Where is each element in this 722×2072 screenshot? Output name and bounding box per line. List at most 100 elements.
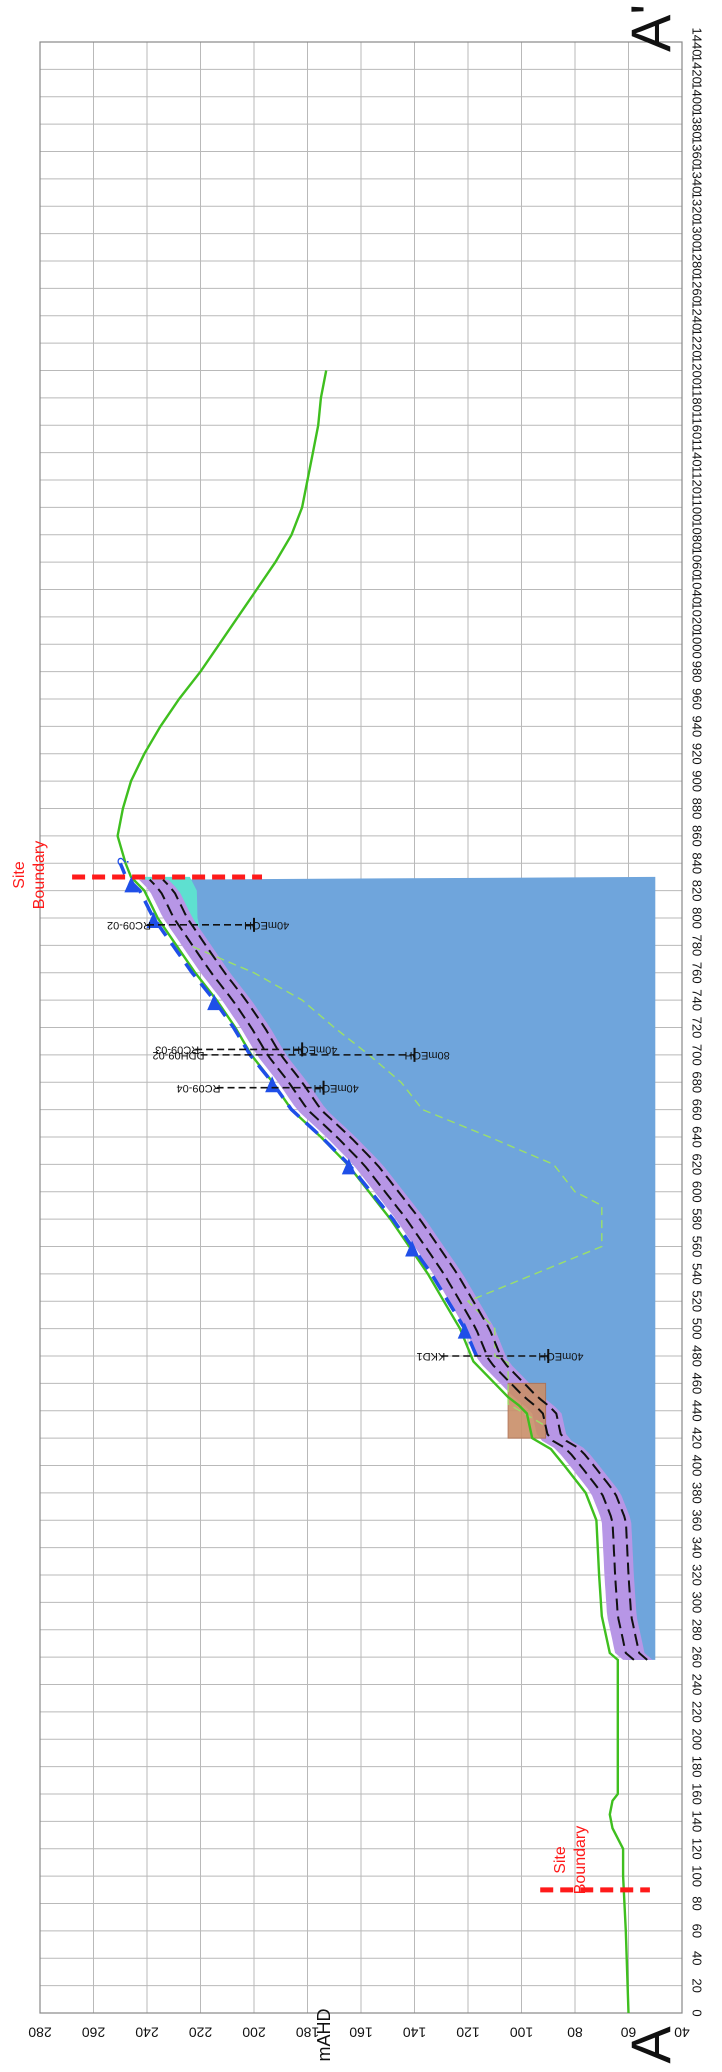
chainage-tick-label: 880 xyxy=(690,798,705,820)
elevation-axis-label: mAHD xyxy=(314,2009,334,2062)
drillhole-name: RC09-04 xyxy=(177,1082,221,1094)
chainage-tick-label: 1360 xyxy=(690,137,705,166)
chainage-tick-label: 1280 xyxy=(690,247,705,276)
drillhole-depth-label: 80mEOH xyxy=(404,1049,449,1061)
pit-outline xyxy=(189,944,603,1426)
chainage-tick-label: 620 xyxy=(690,1154,705,1176)
chainage-tick-label: 680 xyxy=(690,1071,705,1093)
chainage-tick-label: 980 xyxy=(690,661,705,683)
chainage-tick-label: 1220 xyxy=(690,329,705,358)
elevation-tick-label: 200 xyxy=(242,2024,266,2040)
site-boundary-label: Site xyxy=(11,861,28,889)
chainage-tick-label: 180 xyxy=(690,1756,705,1778)
chainage-tick-label: 0 xyxy=(690,2009,705,2016)
chainage-tick-label: 840 xyxy=(690,852,705,874)
contact-upper xyxy=(148,878,635,1661)
chainage-tick-label: 780 xyxy=(690,935,705,957)
chainage-tick-label: 920 xyxy=(690,743,705,765)
chainage-tick-label: 1180 xyxy=(690,384,705,412)
chainage-tick-label: 1320 xyxy=(690,192,705,221)
chainage-tick-label: 420 xyxy=(690,1427,705,1449)
elevation-tick-label: 40 xyxy=(674,2024,690,2040)
chainage-tick-label: 440 xyxy=(690,1400,705,1422)
drillhole-depth-label: 40mEOH xyxy=(292,1043,337,1055)
chainage-tick-label: 560 xyxy=(690,1236,705,1258)
chainage-tick-label: 740 xyxy=(690,989,705,1011)
direction-arrow xyxy=(207,994,222,1011)
chainage-tick-label: 1160 xyxy=(690,411,705,439)
chainage-tick-label: 20 xyxy=(690,1978,705,1992)
chainage-tick-label: 1200 xyxy=(690,356,705,385)
chainage-tick-label: 1400 xyxy=(690,82,705,111)
chainage-tick-label: 240 xyxy=(690,1674,705,1696)
direction-arrow xyxy=(146,912,161,928)
drillhole-name: RC09-03 xyxy=(155,1043,199,1055)
chainage-tick-label: 340 xyxy=(690,1537,705,1559)
section-start-label: A xyxy=(619,2026,682,2064)
chainage-tick-label: 1240 xyxy=(690,301,705,330)
elevation-tick-label: 220 xyxy=(189,2024,213,2040)
drillhole-depth-label: 40mEOH xyxy=(538,1350,583,1362)
chainage-tick-label: 460 xyxy=(690,1373,705,1395)
chainage-tick-label: 1140 xyxy=(690,439,705,467)
elevation-tick-label: 280 xyxy=(28,2024,52,2040)
chainage-tick-label: 280 xyxy=(690,1619,705,1641)
elevation-tick-label: 260 xyxy=(82,2024,106,2040)
chainage-tick-label: 160 xyxy=(690,1783,705,1805)
chainage-tick-label: 60 xyxy=(690,1924,705,1938)
drillhole-name: KKD1 xyxy=(417,1350,446,1362)
chainage-tick-label: 1080 xyxy=(690,520,705,549)
chainage-tick-label: 300 xyxy=(690,1592,705,1614)
chainage-tick-label: 700 xyxy=(690,1044,705,1066)
section-end-label: A' xyxy=(619,4,682,52)
chainage-tick-label: 760 xyxy=(690,962,705,984)
drillhole-depth-label: 40mEOH xyxy=(244,919,289,931)
elevation-tick-label: 140 xyxy=(403,2024,427,2040)
direction-arrow xyxy=(341,1158,356,1175)
chainage-tick-label: 120 xyxy=(690,1838,705,1860)
model-fills xyxy=(139,876,656,1660)
elevation-tick-label: 80 xyxy=(567,2024,583,2040)
chainage-tick-label: 1440 xyxy=(690,28,705,57)
direction-arrow xyxy=(124,876,139,893)
chainage-tick-label: 480 xyxy=(690,1345,705,1367)
chainage-tick-label: 660 xyxy=(690,1099,705,1121)
chainage-tick-label: 1120 xyxy=(690,466,705,494)
chainage-tick-label: 1100 xyxy=(690,493,705,521)
site-boundary-label: Boundary xyxy=(572,1826,589,1895)
chainage-tick-label: 800 xyxy=(690,907,705,929)
chainage-tick-label: 520 xyxy=(690,1290,705,1312)
chainage-tick-label: 380 xyxy=(690,1482,705,1504)
direction-arrow xyxy=(405,1240,420,1257)
interpreted-line xyxy=(118,862,479,1357)
elevation-tick-label: 120 xyxy=(456,2024,480,2040)
chainage-tick-label: 80 xyxy=(690,1896,705,1910)
site-boundary-label: Boundary xyxy=(31,841,48,910)
site-boundary-label: Site xyxy=(552,1846,569,1874)
query-mark: ? xyxy=(115,857,132,866)
elevation-tick-label: 180 xyxy=(296,2024,320,2040)
chainage-tick-label: 1420 xyxy=(690,55,705,84)
direction-arrow xyxy=(457,1322,472,1339)
chainage-tick-label: 580 xyxy=(690,1208,705,1230)
chainage-tick-label: 1340 xyxy=(690,164,705,193)
chainage-tick-label: 1300 xyxy=(690,219,705,248)
chainage-tick-label: 640 xyxy=(690,1126,705,1148)
elevation-tick-label: 60 xyxy=(621,2024,637,2040)
elevation-tick-label: 240 xyxy=(135,2024,159,2040)
chainage-tick-label: 100 xyxy=(690,1865,705,1887)
chainage-tick-label: 1380 xyxy=(690,110,705,139)
chainage-tick-label: 860 xyxy=(690,825,705,847)
chainage-tick-label: 960 xyxy=(690,688,705,710)
chainage-tick-label: 320 xyxy=(690,1564,705,1586)
elevation-tick-label: 100 xyxy=(510,2024,534,2040)
chainage-tick-label: 720 xyxy=(690,1017,705,1039)
chainage-tick-label: 200 xyxy=(690,1728,705,1750)
chainage-tick-label: 540 xyxy=(690,1263,705,1285)
drillhole-name: RC09-02 xyxy=(107,919,151,931)
elevation-tick-label: 160 xyxy=(349,2024,373,2040)
weathered-band xyxy=(139,879,653,1660)
chainage-tick-label: 260 xyxy=(690,1646,705,1668)
chainage-tick-label: 500 xyxy=(690,1318,705,1340)
